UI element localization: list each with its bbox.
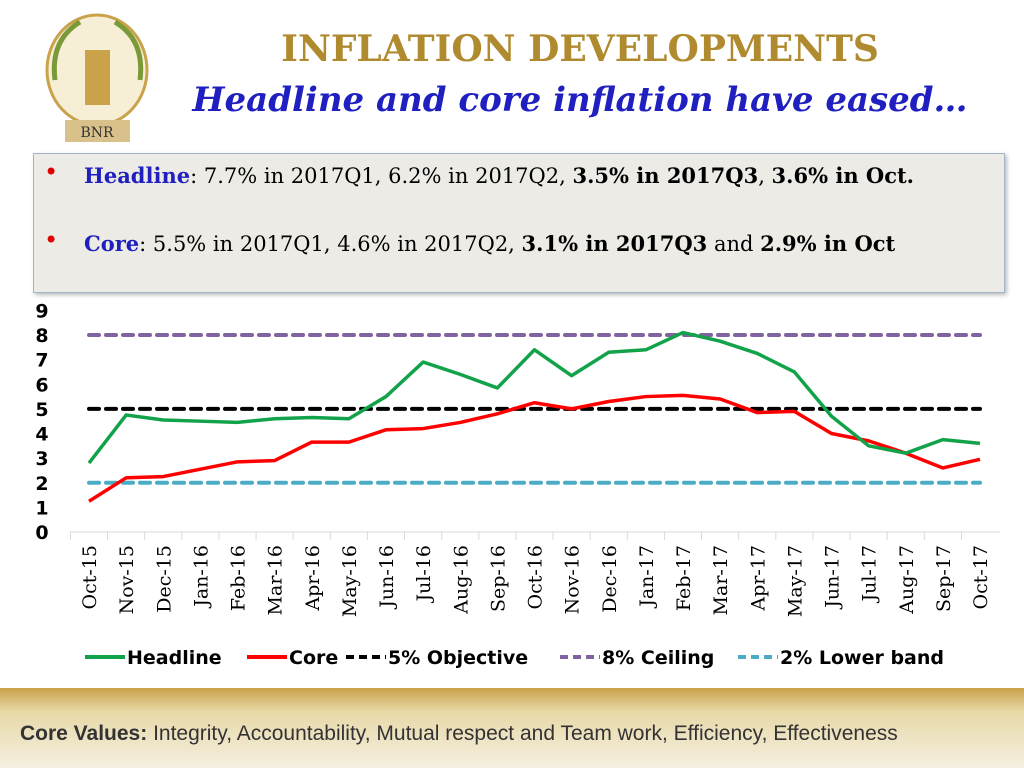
y-tick-label: 0 [35,522,48,544]
bnr-logo: BNR [45,13,149,142]
y-tick-label: 1 [35,497,48,519]
y-tick-label: 2 [35,473,48,495]
legend-label: 8% Ceiling [602,647,714,669]
x-tick-label: Sep-16 [487,545,509,612]
x-tick-label: Jun-17 [822,545,844,610]
y-tick-label: 8 [35,325,48,347]
legend-label: 5% Objective [388,647,528,669]
x-tick-label: Oct-15 [79,545,101,609]
inflation-chart: 0 12 34 5 67 8 9 Oct-15 Nov-15 Dec-15 Jan-16 Feb-16… [35,300,1000,669]
legend-label: Core [289,647,338,669]
x-tick-label: Jan-16 [190,545,212,609]
y-tick-label: 5 [35,399,48,421]
x-tick-label: May-16 [339,545,361,617]
x-tick-label: Jul-17 [859,545,881,604]
page-title: INFLATION DEVELOPMENTS [281,28,879,70]
x-tick-label: Apr-16 [302,545,324,612]
x-tick-label: Dec-16 [599,545,621,613]
x-tick-label: Aug-16 [450,545,472,615]
bullet-icon: • [44,226,59,254]
x-tick-label: Sep-17 [933,545,955,612]
x-tick-label: Oct-17 [970,545,992,609]
x-tick-label: Jul-16 [413,545,435,604]
bullet-core: Core: 5.5% in 2017Q1, 4.6% in 2017Q2, 3.… [84,231,896,256]
y-tick-label: 6 [35,374,48,396]
x-tick-label: May-17 [784,545,806,617]
x-tick-label: Nov-15 [116,545,138,614]
x-tick-label: Jun-16 [376,545,398,610]
x-tick-label: Jan-17 [636,545,658,609]
y-tick-label: 7 [35,350,48,372]
y-tick-label: 9 [35,300,48,322]
y-tick-label: 3 [35,448,48,470]
x-tick-label: Mar-17 [710,545,732,615]
x-tick-label: Feb-17 [673,545,695,611]
x-tick-label: Oct-16 [525,545,547,609]
x-tick-label: Feb-16 [228,545,250,611]
summary-box: • Headline: 7.7% in 2017Q1, 6.2% in 2017… [33,153,1005,293]
x-tick-label: Nov-16 [562,545,584,614]
y-tick-label: 4 [35,424,48,446]
bullet-icon: • [44,158,59,186]
x-tick-label: Dec-15 [153,545,175,613]
series-core [88,393,981,503]
svg-text:BNR: BNR [80,125,114,141]
page-subtitle: Headline and core inflation have eased… [192,80,968,120]
x-tick-label: Mar-16 [265,545,287,615]
core-values: Core Values: Integrity, Accountability, … [20,722,898,745]
x-tick-label: Aug-17 [896,545,918,615]
series-headline [87,330,981,465]
legend-label: Headline [127,647,222,669]
x-tick-label: Apr-17 [747,545,769,612]
footer-bar: Core Values: Integrity, Accountability, … [0,688,1024,768]
bullet-headline: Headline: 7.7% in 2017Q1, 6.2% in 2017Q2… [84,163,914,188]
legend-label: 2% Lower band [780,647,944,669]
